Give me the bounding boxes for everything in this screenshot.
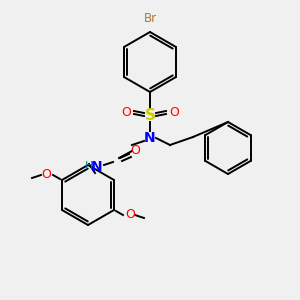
Text: Br: Br <box>143 12 157 25</box>
Text: N: N <box>91 160 103 174</box>
Text: O: O <box>41 169 51 182</box>
Text: N: N <box>144 131 156 145</box>
Text: O: O <box>130 145 140 158</box>
Text: O: O <box>125 208 135 221</box>
Text: O: O <box>169 106 179 119</box>
Text: O: O <box>121 106 131 119</box>
Text: S: S <box>145 107 155 122</box>
Text: H: H <box>85 161 93 171</box>
